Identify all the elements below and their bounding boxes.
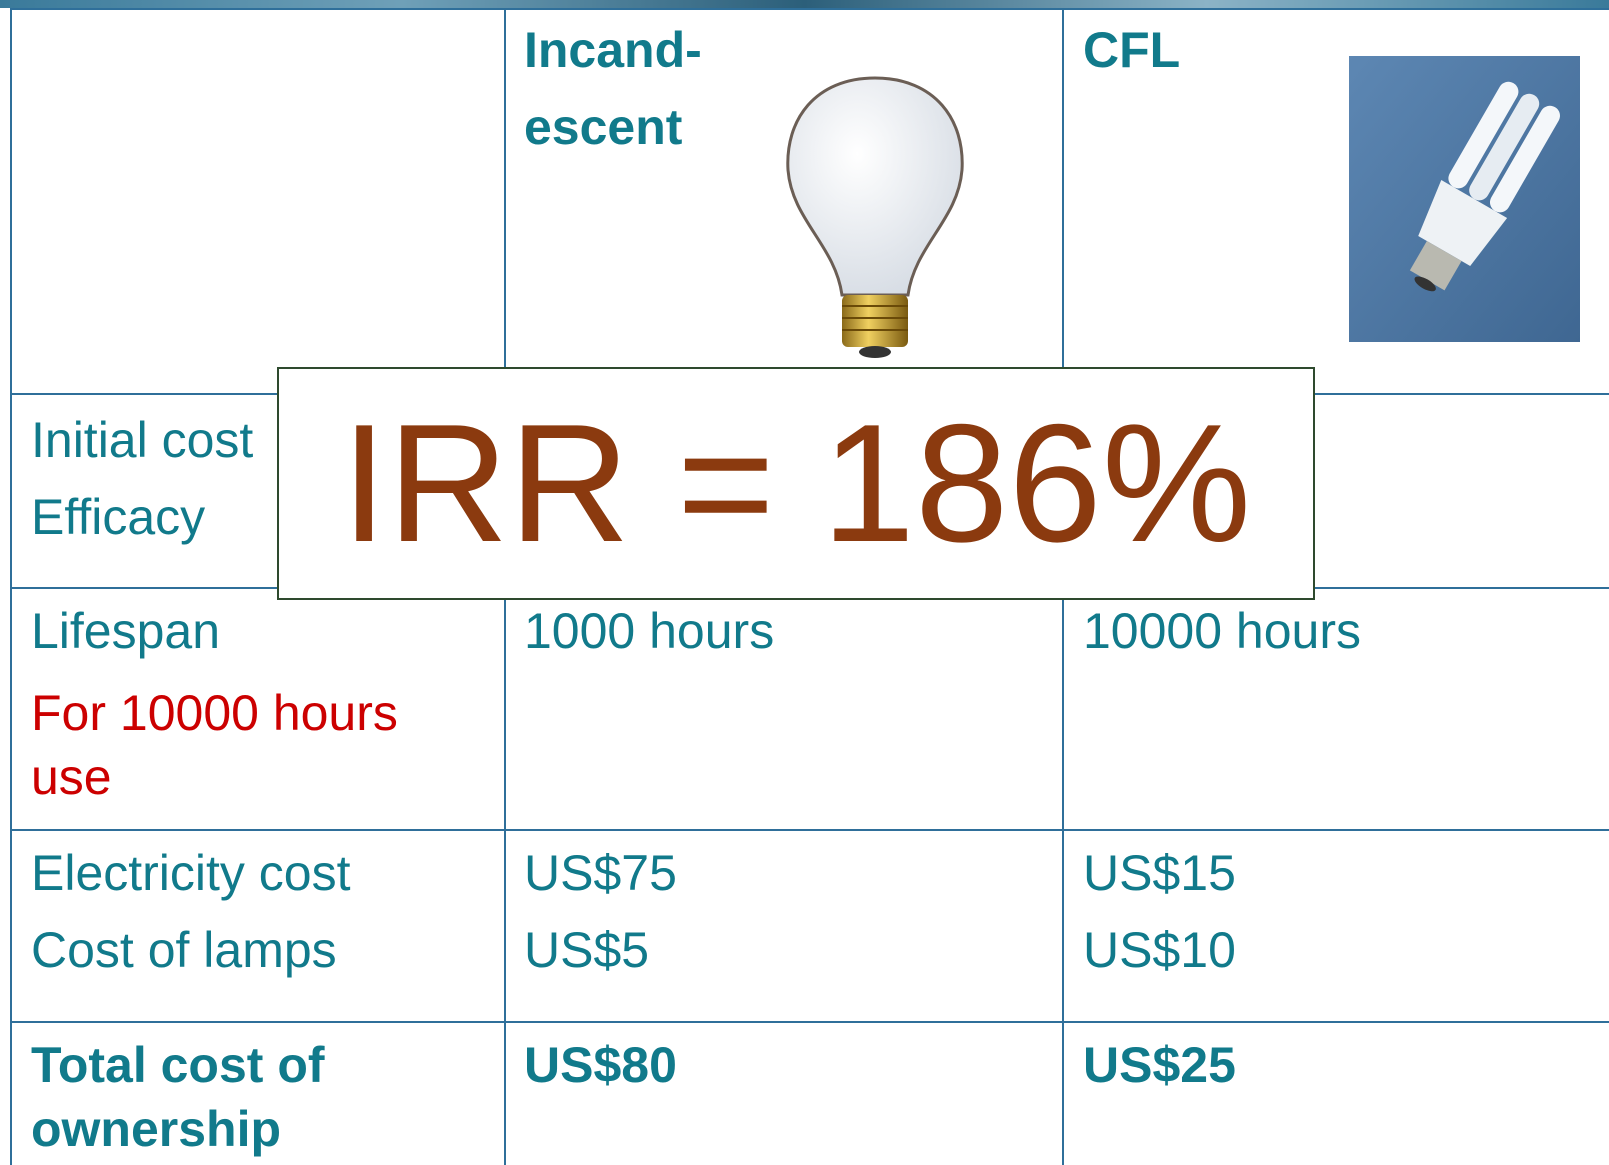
top-strip — [0, 0, 1609, 8]
row-label: Lifespan — [31, 593, 220, 670]
slide: Incand- escent CFL Initial cost Efficacy… — [0, 0, 1609, 1165]
row-label: Cost of lamps — [31, 912, 337, 989]
row-label: Initial cost — [31, 402, 253, 479]
row-label: Total cost of ownership — [31, 1033, 431, 1161]
row-line — [10, 1021, 1609, 1023]
column-header: CFL — [1083, 12, 1180, 89]
cell: US$25 — [1083, 1027, 1236, 1104]
cfl-bulb-image — [1349, 56, 1580, 342]
cell: US$75 — [524, 835, 677, 912]
cell: US$80 — [524, 1027, 677, 1104]
cell: 1000 hours — [524, 593, 774, 670]
row-label: Electricity cost — [31, 835, 351, 912]
cell: US$5 — [524, 912, 649, 989]
row-line — [10, 829, 1609, 831]
row-label: Efficacy — [31, 479, 205, 556]
cell: 10000 hours — [1083, 593, 1361, 670]
cell: US$15 — [1083, 835, 1236, 912]
row-line — [10, 8, 1609, 10]
irr-callout: IRR = 186% — [277, 367, 1315, 600]
column-header: escent — [524, 89, 682, 166]
incandescent-bulb-image — [780, 70, 970, 360]
cell: US$10 — [1083, 912, 1236, 989]
row-note: For 10000 hours use — [31, 681, 451, 809]
column-header: Incand- — [524, 12, 702, 89]
